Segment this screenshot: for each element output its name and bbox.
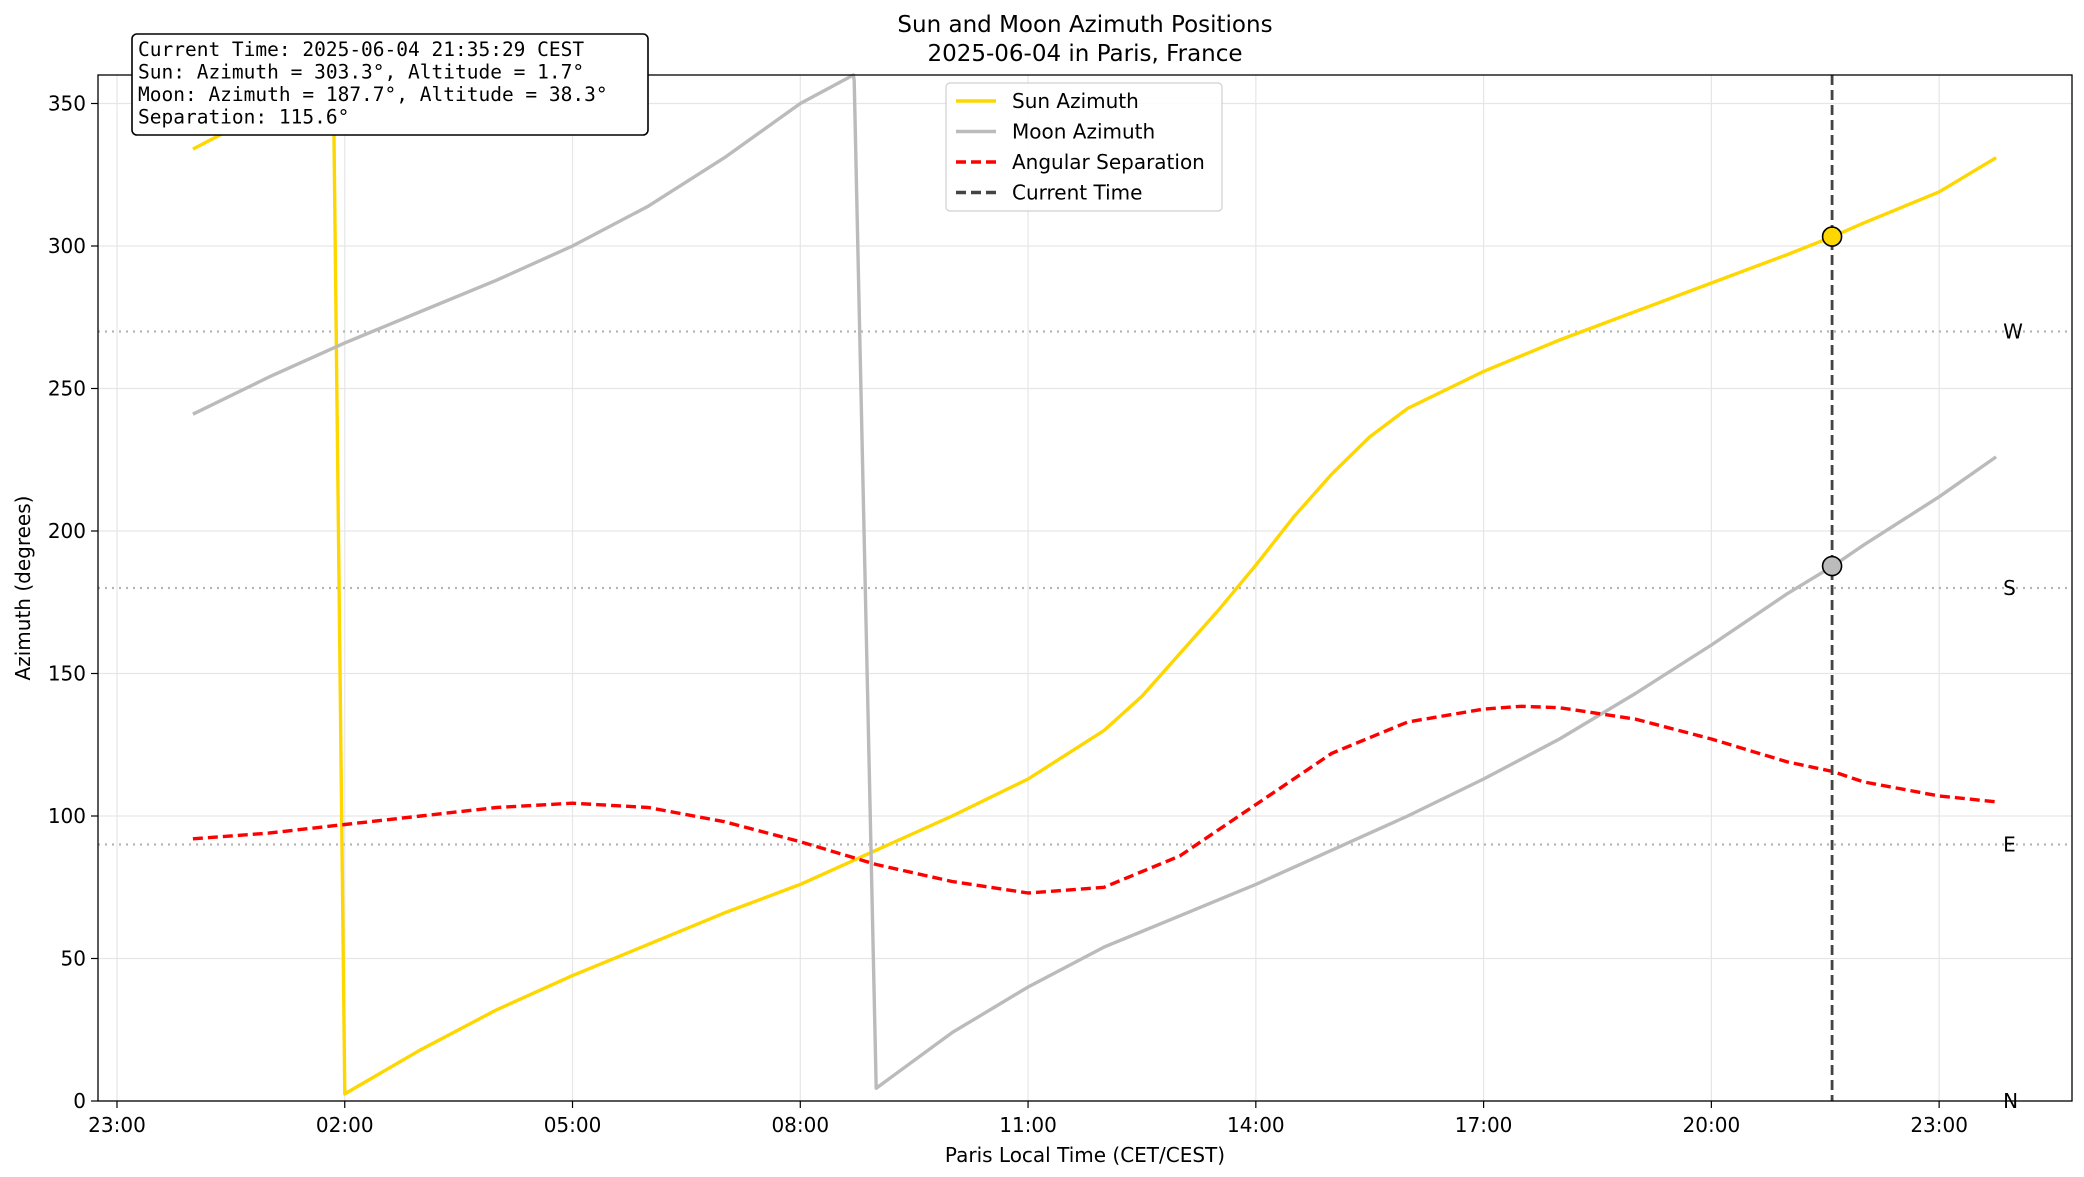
x-axis-label: Paris Local Time (CET/CEST) [945,1143,1225,1167]
cardinal-label: W [2003,320,2023,344]
x-tick-label: 14:00 [1227,1113,1285,1137]
y-axis-label: Azimuth (degrees) [11,496,35,681]
legend-label: Moon Azimuth [1012,120,1155,144]
legend-box [945,82,1223,212]
y-tick-label: 200 [48,519,86,543]
x-tick-label: 17:00 [1455,1113,1513,1137]
cardinal-label: S [2003,576,2016,600]
y-tick-label: 0 [73,1089,86,1113]
chart-title: Sun and Moon Azimuth Positions [897,12,1272,38]
y-tick-label: 150 [48,662,86,686]
cardinal-label: E [2003,833,2016,857]
ticks-group: 0 50 100 150 200 250 300 350 23:00 02:00 05:00 08:0… [48,92,1968,1138]
legend-label: Current Time [1012,181,1142,205]
y-tick-label: 300 [48,234,86,258]
chart-subtitle: 2025-06-04 in Paris, France [927,41,1242,67]
x-tick-label: 05:00 [544,1113,602,1137]
plot-frame [97,74,2073,1102]
info-box: Current Time: 2025-06-04 21:35:29 CESTSu… [131,33,649,136]
y-tick-label: 350 [48,92,86,116]
legend-label: Angular Separation [1012,150,1205,174]
marker-moon-azimuth [1821,555,1843,577]
info-line: Moon: Azimuth = 187.7°, Altitude = 38.3° [138,83,608,106]
x-tick-label: 11:00 [999,1113,1057,1137]
x-tick-label: 23:00 [88,1113,146,1137]
info-line: Sun: Azimuth = 303.3°, Altitude = 1.7° [138,61,584,84]
y-tick-label: 250 [48,377,86,401]
series-line-moon-azimuth [192,73,1998,1090]
x-tick-label: 02:00 [316,1113,374,1137]
x-tick-label: 23:00 [1910,1113,1968,1137]
y-tick-label: 100 [48,804,86,828]
info-line: Current Time: 2025-06-04 21:35:29 CEST [138,38,584,61]
legend-label: Sun Azimuth [1012,89,1139,113]
x-tick-label: 08:00 [771,1113,829,1137]
marker-sun-azimuth [1821,226,1843,247]
info-box-frame [131,33,649,136]
markers-group [1821,226,1843,577]
x-tick-label: 20:00 [1683,1113,1741,1137]
y-tick-label: 50 [61,947,86,971]
info-line: Separation: 115.6° [138,106,349,129]
series-line-angular-separation [192,704,1997,895]
legend: Sun Azimuth Moon Azimuth Angular Separatio… [945,82,1223,212]
